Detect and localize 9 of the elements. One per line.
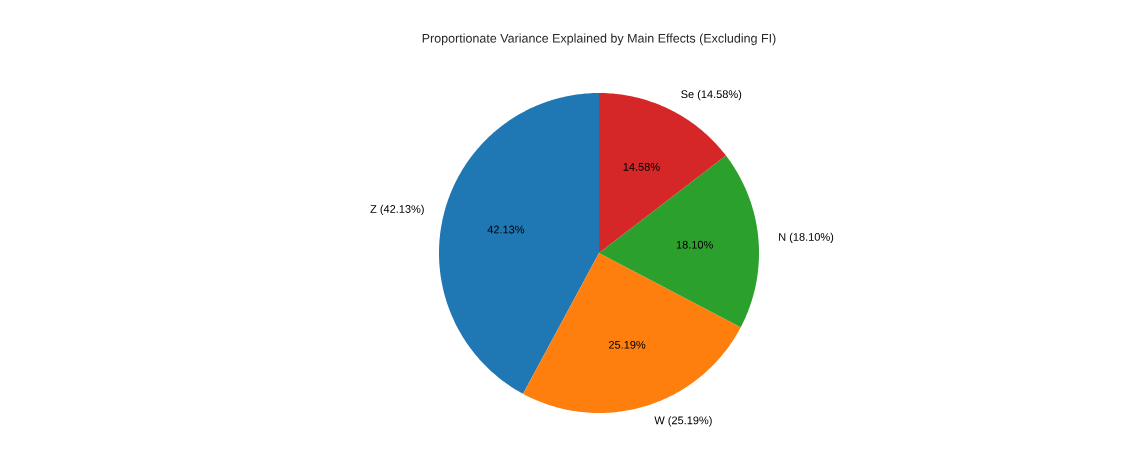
- slice-label: W (25.19%): [654, 416, 712, 427]
- slice-label: N (18.10%): [779, 232, 834, 243]
- data-label: 25.19%: [608, 340, 646, 349]
- data-label: 42.13%: [487, 225, 525, 234]
- slice-label: Z (42.13%): [370, 204, 424, 216]
- data-label: 18.10%: [676, 240, 713, 249]
- data-label: 14.58%: [623, 162, 660, 171]
- chart-title: Proportionate Variance Explained by Main Effects (Excluding FI): [422, 33, 776, 46]
- slice-label: Se (14.58%): [681, 90, 742, 101]
